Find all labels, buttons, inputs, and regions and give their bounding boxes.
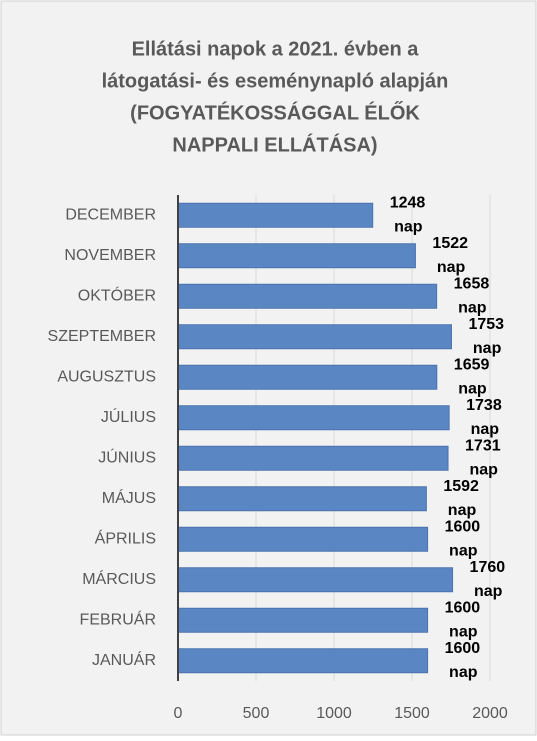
x-tick-label: 1000 [316,705,352,722]
y-tick-label: FEBRUÁR [80,609,156,628]
bar [177,526,429,552]
bar [177,445,449,471]
bar [177,202,374,228]
value-label: 1600 nap [445,599,481,640]
value-label: 1522 nap [432,235,468,276]
y-tick-label: JÚNIUS [98,447,156,466]
chart-title: NAPPALI ELLÁTÁSA) [172,133,377,156]
y-tick-label: ÁPRILIS [95,528,156,547]
y-tick-label: JANUÁR [92,650,156,669]
value-label: 1600 nap [445,640,481,681]
value-label: 1592 nap [443,478,479,519]
chart-title: látogatási- és eseménynapló alapján [102,70,449,92]
value-label: 1659 nap [454,356,490,397]
value-label: 1753 nap [468,316,504,357]
y-tick-label: MÁJUS [102,488,156,507]
bar [177,567,454,593]
x-tick-label: 2000 [472,705,508,722]
chart-title: Ellátási napok a 2021. évben a [132,38,420,60]
value-label: 1600 nap [445,518,481,559]
y-tick-label: DECEMBER [65,206,156,223]
y-tick-label: AUGUSZTUS [57,368,156,385]
y-tick-label: OKTÓBER [78,285,156,304]
bar [177,243,416,269]
bar [177,405,450,431]
value-label: 1760 nap [470,559,506,600]
chart-title: (FOGYATÉKOSSÁGGAL ÉLŐK [130,101,420,124]
value-label: 1738 nap [466,397,502,438]
y-tick-label: MÁRCIUS [82,569,156,588]
bar [177,648,429,674]
y-tick-label: NOVEMBER [64,247,156,264]
bar [177,607,429,633]
bar [177,364,438,390]
value-label: 1658 nap [454,275,490,316]
bar [177,283,438,309]
x-tick-label: 0 [174,705,183,722]
bar [177,324,452,350]
y-tick-label: SZEPTEMBER [48,328,156,345]
x-tick-label: 1500 [394,705,430,722]
value-label: 1248 nap [390,194,426,235]
value-label: 1731 nap [465,437,501,478]
x-tick-label: 500 [243,705,270,722]
y-tick-label: JÚLIUS [101,407,156,426]
bar [177,486,427,512]
